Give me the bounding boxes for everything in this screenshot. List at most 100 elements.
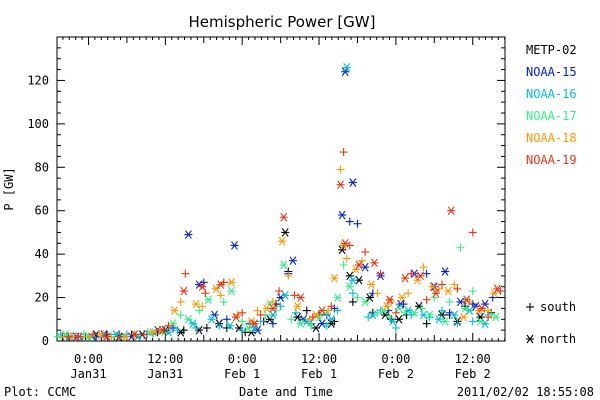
data-point-north [318,306,327,315]
data-point-north [388,317,397,326]
data-point-north [342,63,351,72]
legend-entry: NOAA-19 [526,153,577,167]
data-points [53,63,505,341]
data-point-south [445,297,454,306]
legend-entry: NOAA-18 [526,131,577,145]
data-point-south [275,287,284,296]
data-point-south [216,291,225,300]
data-point-south [302,306,311,315]
y-tick-label: 0 [42,334,49,348]
data-point-south [361,247,370,256]
data-point-north [341,238,350,248]
data-point-north [189,319,198,328]
data-point-north [278,236,287,246]
x-tick-date-label: Jan31 [70,367,106,381]
data-point-north [232,312,241,322]
data-point-north [311,323,320,333]
data-point-north [75,332,84,341]
data-point-north [158,325,167,335]
x-tick-time-label: 0:00 [381,352,410,366]
data-point-north [396,299,405,309]
data-point-south [333,306,342,315]
data-point-south [353,219,362,228]
data-point-south [276,302,285,311]
data-point-north [250,319,259,328]
data-point-south [339,261,348,269]
data-point-north [416,271,425,281]
data-point-north [336,180,345,189]
data-point-south [404,289,413,298]
data-point-south [376,269,385,278]
data-point-north [425,310,434,320]
x-tick-time-label: 0:00 [74,352,103,366]
y-tick-label: 80 [35,160,49,174]
data-point-south [238,308,247,317]
data-point-north [207,314,216,324]
x-tick-date-label: Feb 1 [224,367,260,381]
x-tick-date-label: Feb 2 [455,367,491,381]
data-point-south [164,321,173,330]
data-point-north [216,280,225,289]
data-point-north [281,228,290,237]
x-axis-label: Date and Time [239,385,333,399]
data-point-south [291,308,300,317]
data-point-north [341,67,350,77]
data-point-south [139,330,148,339]
data-point-north [338,210,347,220]
data-point-north [394,314,403,324]
data-point-south [434,284,443,293]
data-point-north [227,278,236,287]
data-point-north [348,275,357,285]
data-point-north [493,284,502,294]
data-point-south [308,313,317,322]
data-point-north [461,304,470,313]
x-tick-time-label: 12:00 [147,352,183,366]
x-tick-time-label: 12:00 [455,352,491,366]
data-point-north [477,304,486,313]
y-tick-label: 100 [27,117,49,131]
marker-legend-north-symbol [526,334,534,344]
data-point-north [330,273,339,283]
data-point-south [238,326,247,335]
data-point-south [115,332,124,341]
data-point-north [382,301,391,311]
data-point-north [410,308,419,318]
data-point-north [428,282,437,292]
data-point-north [476,312,485,322]
data-point-north [444,286,453,296]
data-point-south [484,313,493,322]
data-point-south [322,321,331,330]
data-point-south [385,313,394,322]
legend-entry: NOAA-16 [526,87,577,101]
data-point-north [130,330,139,339]
y-tick-label: 40 [35,247,49,261]
data-point-south [268,319,277,328]
data-point-south [192,323,201,332]
data-point-north [365,293,374,302]
x-tick-date-label: Jan31 [147,367,183,381]
data-point-south [453,319,462,328]
data-point-north [227,286,236,296]
data-point-north [170,306,179,315]
data-point-north [394,304,403,313]
data-point-north [348,178,357,187]
data-point-north [268,304,277,313]
data-point-north [184,314,193,324]
legend-entry: NOAA-15 [526,65,577,79]
data-point-south [287,315,296,324]
data-point-north [490,288,499,298]
data-point-north [279,260,288,270]
data-point-north [204,295,213,305]
data-point-south [358,256,367,265]
data-point-north [327,314,336,324]
data-point-north [281,291,290,300]
legend-entry: NOAA-17 [526,109,577,123]
data-point-north [447,206,456,216]
data-point-south [215,321,224,330]
data-point-south [176,297,185,306]
data-point-south [453,284,462,293]
data-point-south [468,287,477,296]
data-point-north [149,327,158,337]
data-point-north [296,293,305,302]
